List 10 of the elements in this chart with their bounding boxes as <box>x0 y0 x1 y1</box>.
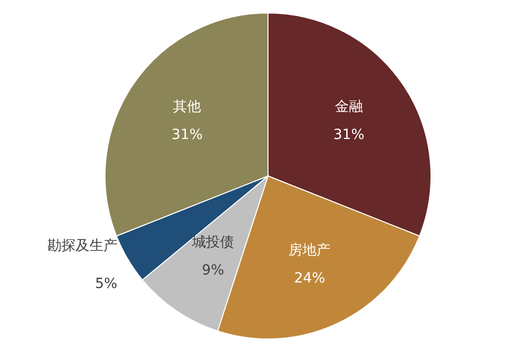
data-label: 24% <box>294 270 326 286</box>
data-label: 9% <box>202 262 224 279</box>
slice-label: 勘探及生产 <box>47 238 118 254</box>
data-label: 31% <box>333 126 364 143</box>
data-label: 5% <box>95 276 118 292</box>
slice-label: 城投债 <box>191 234 234 251</box>
data-label: 31% <box>172 126 203 143</box>
slice-label: 房地产 <box>288 242 331 258</box>
slice-label: 其他 <box>173 98 202 115</box>
slice-label: 金融 <box>334 98 363 115</box>
